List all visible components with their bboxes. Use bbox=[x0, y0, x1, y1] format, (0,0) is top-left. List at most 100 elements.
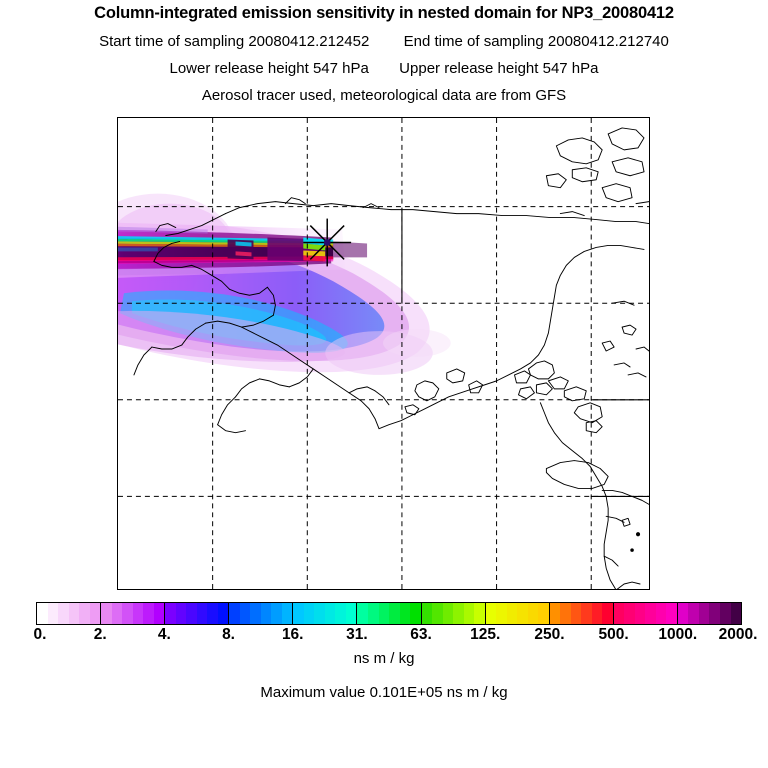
colorbar-band bbox=[624, 603, 635, 624]
colorbar-segment-orange-to-red bbox=[549, 603, 614, 624]
colorbar-band bbox=[324, 603, 336, 624]
colorbar-tick-500: 500. bbox=[598, 626, 629, 643]
colorbar-band bbox=[709, 603, 720, 624]
colorbar-segment-magenta-to-darkpurple bbox=[677, 603, 742, 624]
end-time-value: 20080412.212740 bbox=[547, 33, 669, 50]
colorbar-band bbox=[132, 603, 144, 624]
colorbar-band bbox=[730, 603, 742, 624]
colorbar-strip[interactable] bbox=[36, 602, 742, 625]
colorbar-segment-magenta-to-blue bbox=[165, 603, 230, 624]
start-time-label: Start time of sampling bbox=[99, 33, 245, 50]
sampling-time-row: Start time of sampling 20080412.212452 E… bbox=[0, 33, 768, 50]
colorbar-band bbox=[463, 603, 475, 624]
colorbar-band bbox=[101, 603, 112, 624]
colorbar-band bbox=[293, 603, 304, 624]
maximum-value-line: Maximum value 0.101E+05 ns m / kg bbox=[0, 684, 768, 701]
colorbar-band bbox=[207, 603, 218, 624]
colorbar-band bbox=[68, 603, 80, 624]
colorbar-band bbox=[58, 603, 69, 624]
colorbar-band bbox=[143, 603, 154, 624]
colorbar-band bbox=[335, 603, 346, 624]
colorbar-tick-63: 63. bbox=[410, 626, 432, 643]
colorbar-segment-blue-to-lightblue bbox=[229, 603, 294, 624]
colorbar-band bbox=[271, 603, 282, 624]
colorbar-band bbox=[165, 603, 176, 624]
colorbar-band bbox=[655, 603, 667, 624]
colorbar-band bbox=[634, 603, 646, 624]
colorbar-band bbox=[506, 603, 518, 624]
end-time-label: End time of sampling bbox=[403, 33, 544, 50]
colorbar-segment-lightblue-to-cyan bbox=[293, 603, 358, 624]
colorbar-tick-2000: 2000. bbox=[718, 626, 758, 643]
tracer-info-line: Aerosol tracer used, meteorological data… bbox=[201, 87, 567, 104]
colorbar-tick-0: 0. bbox=[33, 626, 47, 643]
colorbar-segment-green-to-yellowgreen bbox=[421, 603, 486, 624]
colorbar-band bbox=[581, 603, 592, 624]
colorbar-band bbox=[196, 603, 208, 624]
colorbar-tick-2: 2. bbox=[93, 626, 107, 643]
maximum-value-label: Maximum value bbox=[260, 684, 366, 701]
upper-release-value: 547 hPa bbox=[542, 60, 599, 77]
map-plot-area[interactable] bbox=[117, 117, 650, 590]
colorbar-band bbox=[314, 603, 325, 624]
colorbar-tick-4: 4. bbox=[157, 626, 171, 643]
lower-release-label: Lower release height bbox=[169, 60, 309, 77]
colorbar-band bbox=[645, 603, 656, 624]
colorbar-band bbox=[496, 603, 507, 624]
emission-sensitivity-plume bbox=[118, 193, 451, 375]
colorbar-band bbox=[538, 603, 549, 624]
colorbar-band bbox=[602, 603, 613, 624]
colorbar-band bbox=[688, 603, 699, 624]
colorbar-band bbox=[591, 603, 603, 624]
colorbar-band bbox=[111, 603, 123, 624]
colorbar-tick-125: 125. bbox=[470, 626, 501, 643]
colorbar-band bbox=[153, 603, 165, 624]
colorbar-band bbox=[517, 603, 528, 624]
colorbar-segment-violet-to-magenta bbox=[101, 603, 166, 624]
colorbar-segment-white-to-violet bbox=[37, 603, 102, 624]
colorbar-tick-1000: 1000. bbox=[658, 626, 698, 643]
colorbar-band bbox=[217, 603, 229, 624]
colorbar-segment-cyan-to-green bbox=[357, 603, 422, 624]
colorbar-segment-yellowgreen-to-yellow bbox=[485, 603, 550, 624]
colorbar-band bbox=[527, 603, 539, 624]
colorbar-band bbox=[666, 603, 677, 624]
start-time-value: 20080412.212452 bbox=[248, 33, 370, 50]
colorbar-band bbox=[421, 603, 433, 624]
colorbar-band bbox=[239, 603, 251, 624]
colorbar-band bbox=[250, 603, 261, 624]
colorbar-band bbox=[698, 603, 710, 624]
colorbar-band bbox=[281, 603, 293, 624]
colorbar-tick-16: 16. bbox=[281, 626, 304, 643]
colorbar-band bbox=[389, 603, 400, 624]
colorbar-band bbox=[453, 603, 464, 624]
colorbar-band bbox=[485, 603, 497, 624]
colorbar-tick-250: 250. bbox=[534, 626, 565, 643]
colorbar-band bbox=[442, 603, 454, 624]
colorbar-band bbox=[410, 603, 421, 624]
colorbar-band bbox=[613, 603, 625, 624]
colorbar-band bbox=[677, 603, 689, 624]
map-canvas bbox=[118, 118, 649, 589]
colorbar-band bbox=[260, 603, 272, 624]
colorbar-band bbox=[303, 603, 315, 624]
colorbar-band bbox=[549, 603, 561, 624]
lower-release-value: 547 hPa bbox=[312, 60, 369, 77]
colorbar-segment-red-to-magenta bbox=[613, 603, 678, 624]
map-gridlines bbox=[118, 118, 649, 589]
colorbar-band bbox=[186, 603, 197, 624]
colorbar-band bbox=[560, 603, 571, 624]
colorbar-band bbox=[378, 603, 390, 624]
colorbar-tick-labels: 0. 2. 4. 8. 16. 31. 63. 125. 250. 500. 1000. 2000. bbox=[33, 626, 758, 646]
colorbar-band bbox=[345, 603, 357, 624]
colorbar-band bbox=[89, 603, 101, 624]
colorbar-band bbox=[474, 603, 485, 624]
colorbar-band bbox=[432, 603, 443, 624]
colorbar-tick-8: 8. bbox=[222, 626, 235, 643]
colorbar-band bbox=[229, 603, 240, 624]
colorbar-band bbox=[720, 603, 731, 624]
colorbar-band bbox=[399, 603, 411, 624]
colorbar-band bbox=[37, 603, 48, 624]
colorbar-band bbox=[122, 603, 133, 624]
colorbar-band bbox=[570, 603, 582, 624]
